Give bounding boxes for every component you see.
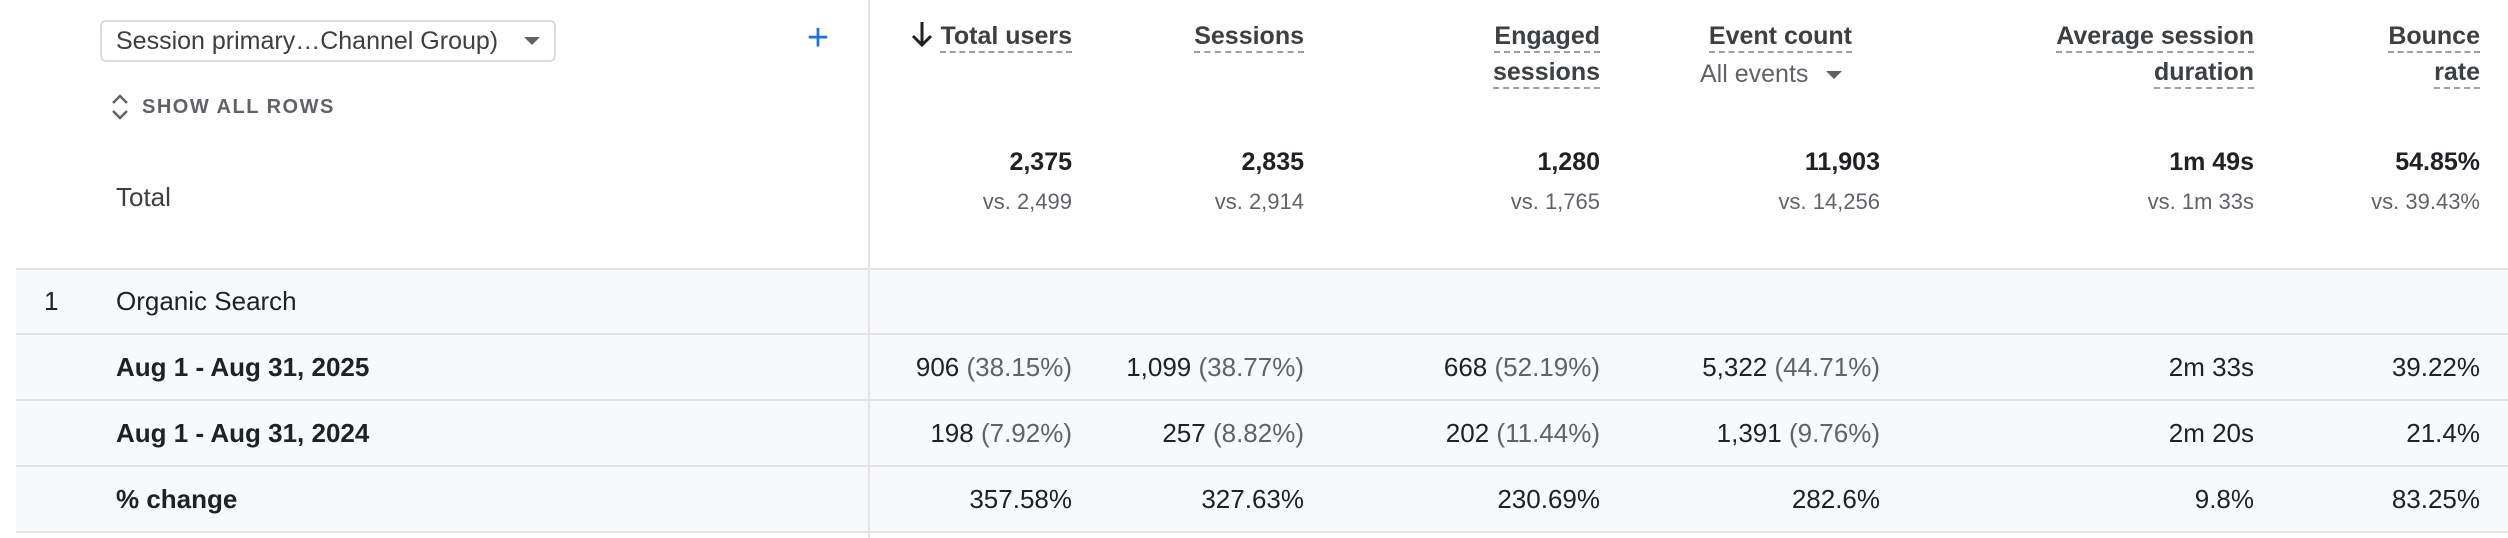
cell-percent: (11.44%): [1496, 418, 1600, 448]
group-row-label[interactable]: Organic Search: [116, 286, 297, 316]
cell-sessions: 257 (8.82%): [1100, 418, 1304, 449]
cell-value: 1,391: [1716, 418, 1782, 448]
column-header-event-count[interactable]: Event count: [1640, 18, 1852, 54]
add-dimension-button[interactable]: +: [798, 18, 838, 58]
cell-engaged-sessions: 230.69%: [1497, 484, 1600, 514]
row-label: Aug 1 - Aug 31, 2024: [116, 418, 370, 448]
cell-event-count: 282.6%: [1791, 484, 1880, 514]
total-cell-bounce-rate: 54.85% vs. 39.43%: [2300, 148, 2480, 215]
cell-percent: (7.92%): [980, 418, 1072, 448]
column-header-label: sessions: [1492, 58, 1600, 89]
cell-value: 198: [930, 418, 974, 448]
column-header-label: duration: [2154, 58, 2254, 89]
column-header-label: rate: [2434, 58, 2480, 89]
row-divider: [16, 399, 2508, 401]
column-header-label: Total users: [940, 22, 1072, 53]
chevron-down-icon: [1826, 70, 1843, 79]
cell-avg-session-duration: 2m 20s: [2168, 418, 2254, 448]
table-row-background: [16, 466, 2508, 532]
cell-engaged-sessions: 668 (52.19%): [1380, 352, 1600, 383]
total-cell-sessions: 2,835 vs. 2,914: [1100, 148, 1304, 215]
row-index: 1: [44, 286, 59, 316]
column-header-engaged-sessions[interactable]: Engaged sessions: [1380, 18, 1600, 90]
cell-bounce-rate: 39.22%: [2391, 352, 2480, 382]
row-divider: [16, 531, 2508, 533]
cell-total-users: 906 (38.15%): [880, 352, 1072, 383]
sort-descending-icon: [912, 22, 933, 48]
column-header-total-users[interactable]: Total users: [880, 18, 1072, 54]
cell-percent: (9.76%): [1788, 418, 1880, 448]
cell-avg-session-duration: 2m 33s: [2168, 352, 2254, 382]
cell-value: 5,322: [1702, 352, 1768, 382]
column-header-label: Bounce: [2388, 22, 2480, 53]
total-cell-engaged-sessions: 1,280 vs. 1,765: [1380, 148, 1600, 215]
expand-icon: [112, 94, 128, 120]
total-comparison: vs. 1,765: [1510, 189, 1600, 214]
row-divider: [16, 268, 2508, 270]
plus-icon: +: [806, 17, 830, 59]
column-header-sessions[interactable]: Sessions: [1100, 18, 1304, 54]
column-header-bounce-rate[interactable]: Bounce rate: [2300, 18, 2480, 90]
total-value: 1m 49s: [2169, 148, 2254, 176]
event-filter-dropdown[interactable]: All events: [1700, 60, 1843, 89]
total-value: 1,280: [1537, 148, 1600, 176]
cell-avg-session-duration: 9.8%: [2194, 484, 2254, 514]
total-comparison: vs. 39.43%: [2371, 189, 2480, 214]
cell-event-count: 5,322 (44.71%): [1640, 352, 1880, 383]
row-label: Aug 1 - Aug 31, 2025: [116, 352, 370, 382]
total-value: 11,903: [1804, 148, 1880, 176]
column-header-label: Event count: [1708, 22, 1852, 53]
total-cell-total-users: 2,375 vs. 2,499: [880, 148, 1072, 215]
total-cell-avg-session-duration: 1m 49s vs. 1m 33s: [1960, 148, 2254, 215]
cell-value: 906: [915, 352, 960, 382]
dimension-select[interactable]: Session primary…Channel Group): [100, 20, 556, 62]
event-filter-label: All events: [1700, 60, 1809, 88]
cell-total-users: 198 (7.92%): [880, 418, 1072, 449]
total-comparison: vs. 1m 33s: [2147, 189, 2254, 214]
cell-sessions: 1,099 (38.77%): [1100, 352, 1304, 383]
show-all-rows-button[interactable]: SHOW ALL ROWS: [110, 92, 335, 122]
table-row-background: [16, 334, 2508, 400]
group-row-background: [16, 270, 2508, 334]
cell-bounce-rate: 21.4%: [2406, 418, 2480, 448]
column-header-label: Sessions: [1194, 22, 1304, 53]
cell-percent: (52.19%): [1494, 352, 1601, 382]
cell-event-count: 1,391 (9.76%): [1640, 418, 1880, 449]
cell-bounce-rate: 83.25%: [2391, 484, 2480, 514]
total-comparison: vs. 2,499: [982, 189, 1072, 214]
cell-total-users: 357.58%: [969, 484, 1072, 514]
total-value: 54.85%: [2395, 148, 2480, 176]
cell-sessions: 327.63%: [1201, 484, 1304, 514]
row-divider: [16, 333, 2508, 335]
cell-percent: (8.82%): [1212, 418, 1304, 448]
cell-engaged-sessions: 202 (11.44%): [1380, 418, 1600, 449]
cell-value: 1,099: [1126, 352, 1192, 382]
total-comparison: vs. 2,914: [1214, 189, 1304, 214]
row-label: % change: [116, 484, 238, 514]
total-value: 2,835: [1241, 148, 1304, 176]
chevron-down-icon: [524, 37, 540, 45]
total-cell-event-count: 11,903 vs. 14,256: [1640, 148, 1880, 215]
cell-percent: (38.77%): [1198, 352, 1305, 382]
row-divider: [16, 465, 2508, 467]
cell-value: 202: [1445, 418, 1490, 448]
table-row-background: [16, 400, 2508, 466]
total-value: 2,375: [1009, 148, 1072, 176]
show-all-rows-label: SHOW ALL ROWS: [142, 95, 335, 118]
cell-percent: (44.71%): [1774, 352, 1881, 382]
cell-value: 257: [1162, 418, 1206, 448]
total-label: Total: [116, 182, 171, 212]
column-header-label: Average session: [2056, 22, 2254, 53]
dimension-select-label: Session primary…Channel Group): [116, 26, 499, 55]
cell-percent: (38.15%): [966, 352, 1073, 382]
column-header-label: Engaged: [1494, 22, 1600, 53]
column-header-avg-session-duration[interactable]: Average session duration: [1960, 18, 2254, 90]
total-comparison: vs. 14,256: [1778, 189, 1880, 214]
cell-value: 668: [1443, 352, 1488, 382]
